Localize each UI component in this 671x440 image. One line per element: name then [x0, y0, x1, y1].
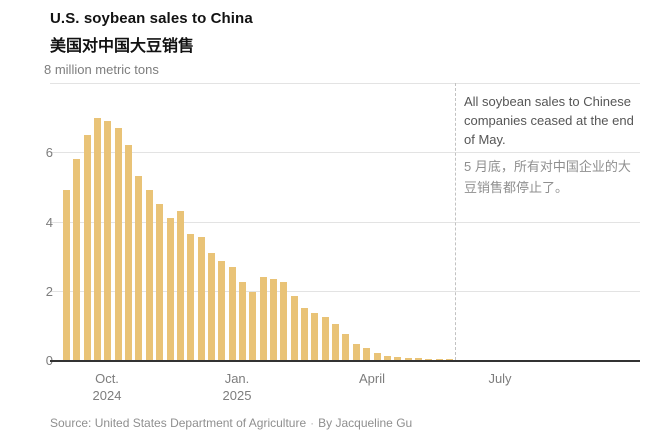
- bar: [218, 261, 226, 360]
- gridline: [50, 221, 640, 223]
- x-tick-label: Oct. 2024: [92, 371, 122, 403]
- y-tick-label: 6: [45, 145, 53, 161]
- bar: [63, 190, 70, 360]
- source-text: Source: United States Department of Agri…: [50, 416, 307, 430]
- y-tick-label: 2: [45, 283, 53, 299]
- bar: [83, 134, 91, 360]
- x-tick-label: Jan. 2025: [222, 371, 252, 403]
- event-dashed-rule: [455, 83, 456, 360]
- bar: [404, 357, 412, 360]
- bar: [197, 237, 205, 360]
- annotation-chinese: 5 月底，所有对中国企业的大豆销售都停止了。: [464, 159, 631, 195]
- bar: [394, 357, 402, 360]
- source-byline: Source: United States Department of Agri…: [50, 416, 412, 430]
- gridline: [50, 290, 640, 292]
- gridline: [50, 152, 640, 154]
- annotation: All soybean sales to Chinese companies c…: [464, 92, 642, 198]
- bar: [104, 121, 112, 360]
- y-axis-unit-label: 8 million metric tons: [44, 62, 159, 77]
- gridline: [50, 83, 640, 84]
- bar: [73, 159, 81, 360]
- x-tick-label: July: [488, 371, 512, 386]
- y-tick-label: 0: [29, 354, 53, 367]
- byline-text: By Jacqueline Gu: [318, 416, 413, 430]
- bar: [435, 358, 443, 360]
- bar: [425, 358, 433, 360]
- bar: [166, 218, 174, 360]
- x-axis-baseline: [50, 360, 640, 362]
- x-tick-label: April: [358, 371, 385, 386]
- bar: [259, 276, 267, 360]
- bar: [176, 211, 184, 360]
- chart-title: U.S. soybean sales to China: [50, 10, 253, 27]
- bar: [238, 282, 246, 360]
- bar: [332, 323, 340, 360]
- bar: [363, 347, 371, 360]
- bar: [114, 128, 122, 360]
- bar: [352, 344, 360, 360]
- bar: [207, 252, 215, 360]
- bar: [290, 295, 298, 360]
- separator-dot: ·: [310, 416, 315, 430]
- bar: [445, 359, 453, 360]
- bar: [373, 353, 381, 360]
- bar: [414, 358, 422, 360]
- chart-subtitle-chinese: 美国对中国大豆销售: [50, 38, 195, 55]
- bar: [270, 278, 277, 360]
- bar: [249, 292, 257, 360]
- bar: [383, 355, 391, 360]
- annotation-english: All soybean sales to Chinese companies c…: [464, 94, 634, 147]
- bar: [145, 190, 153, 360]
- bar: [280, 282, 288, 360]
- bar: [156, 204, 164, 360]
- bar: [301, 308, 309, 360]
- bar: [125, 145, 133, 360]
- bar: [228, 266, 236, 360]
- bar: [94, 117, 102, 360]
- bar: [321, 316, 329, 360]
- bar: [135, 176, 143, 360]
- bar: [342, 334, 350, 360]
- bar: [187, 233, 195, 360]
- bar: [311, 313, 319, 360]
- y-tick-label: 4: [45, 214, 53, 230]
